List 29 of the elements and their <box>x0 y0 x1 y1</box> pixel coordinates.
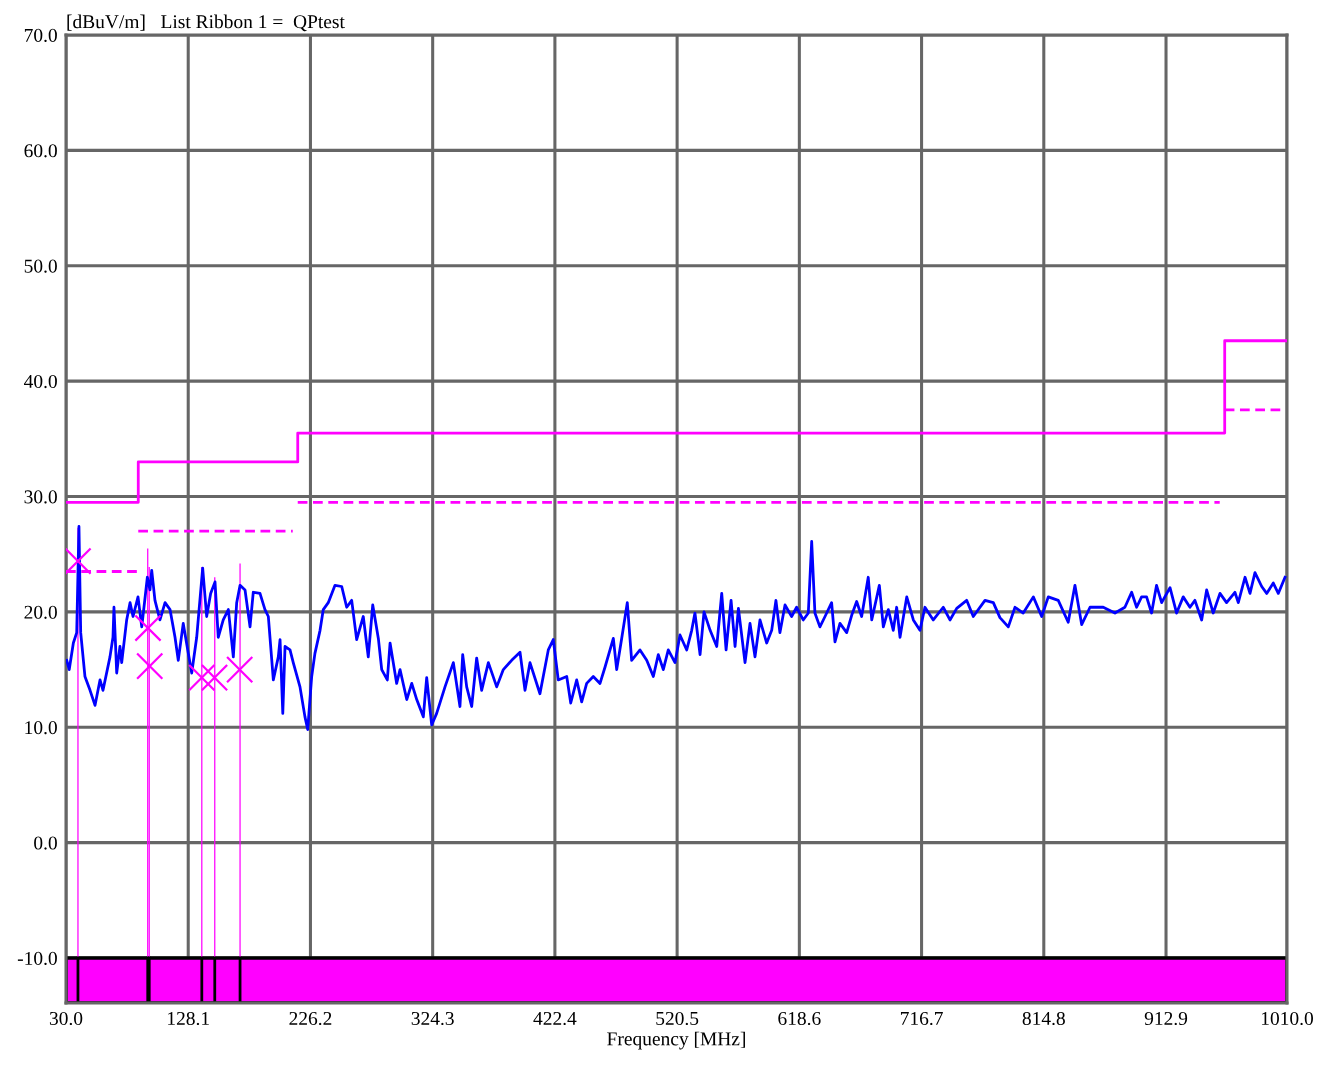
point <box>66 547 92 575</box>
y-tick-label: 0.0 <box>34 836 57 850</box>
y-tick-label: 20.0 <box>24 605 57 619</box>
x-tick-label: 618.6 <box>778 1011 821 1026</box>
chart-title: [dBuV/m] List Ribbon 1 = QPtest <box>67 14 345 32</box>
y-tick-label: -10.0 <box>17 951 57 966</box>
point <box>136 652 164 680</box>
x-tick-label: 814.8 <box>1022 1011 1065 1026</box>
x-tick-label: 912.9 <box>1144 1011 1188 1026</box>
y-tick-label: 10.0 <box>25 721 57 735</box>
x-tick-label: 128.1 <box>168 1011 209 1026</box>
x-axis-title: Frequency [MHz] <box>607 1031 745 1050</box>
point <box>200 663 229 692</box>
x-tick-label: 30.0 <box>49 1011 83 1026</box>
y-tick-label: 60.0 <box>24 144 57 158</box>
x-tick-label: 520.5 <box>656 1011 699 1026</box>
x-tick-label: 716.7 <box>900 1011 943 1026</box>
x-tick-label: 1010.0 <box>1261 1011 1313 1026</box>
y-tick-label: 70.0 <box>24 28 57 43</box>
x-tick-label: 226.2 <box>289 1011 332 1026</box>
y-tick-label: 40.0 <box>24 374 57 389</box>
x-tick-label: 324.3 <box>411 1011 454 1026</box>
y-tick-label: 50.0 <box>24 259 57 273</box>
point <box>188 663 216 692</box>
point <box>134 614 162 642</box>
point <box>225 655 254 684</box>
x-tick-label: 422.4 <box>533 1011 577 1026</box>
y-tick-label: 30.0 <box>24 490 57 504</box>
line-series <box>66 525 1287 731</box>
